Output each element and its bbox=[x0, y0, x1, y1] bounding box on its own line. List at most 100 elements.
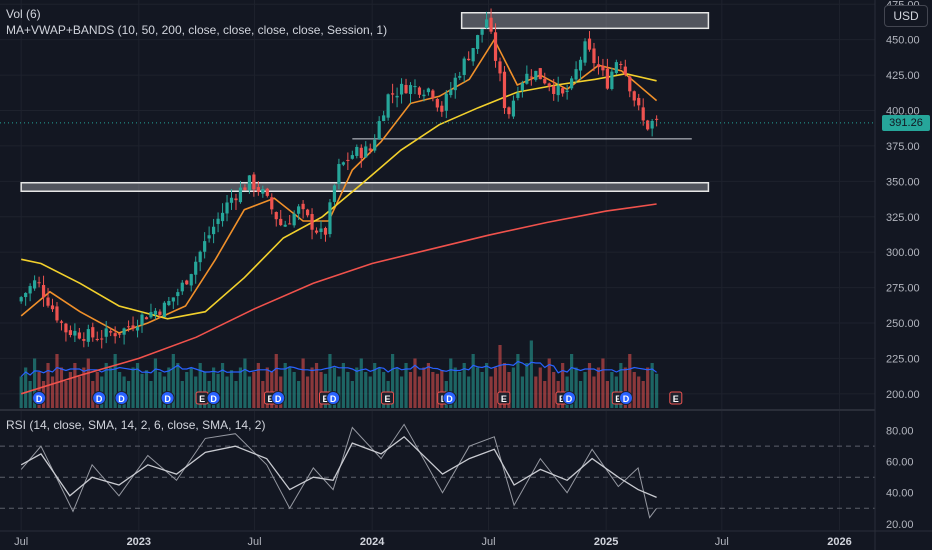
volume-bar bbox=[453, 367, 457, 408]
candle-body bbox=[238, 187, 243, 203]
volume-bar bbox=[471, 354, 475, 408]
volume-bar bbox=[305, 376, 310, 408]
candle-body bbox=[261, 189, 265, 194]
volume-bar bbox=[507, 372, 511, 408]
earnings-marker: E bbox=[380, 391, 394, 405]
dividend-marker-circle bbox=[618, 391, 633, 405]
candle-body bbox=[529, 76, 533, 78]
dividend-marker: D bbox=[271, 391, 286, 405]
volume-bar bbox=[77, 376, 81, 408]
volume-bar bbox=[525, 363, 529, 408]
earnings-markers[interactable]: DDDDEDEDEDEEDEEDEDE bbox=[32, 391, 683, 405]
volume-bar bbox=[422, 367, 426, 408]
candle-body bbox=[243, 187, 247, 191]
candle-body bbox=[471, 47, 475, 62]
dividend-marker: D bbox=[32, 391, 47, 405]
candle-body bbox=[203, 241, 207, 252]
dividend-marker-circle bbox=[114, 391, 129, 405]
candle-body bbox=[194, 261, 198, 275]
candle-body bbox=[413, 86, 417, 88]
candle-body bbox=[547, 83, 551, 87]
rsi-tick-label: 40.00 bbox=[886, 488, 914, 500]
candle-body bbox=[543, 78, 547, 84]
volume-bar bbox=[605, 381, 610, 408]
marker-label: E bbox=[673, 394, 679, 404]
dividend-marker: D bbox=[114, 391, 129, 405]
volume-legend[interactable]: Vol (6) bbox=[6, 7, 41, 21]
volume-bar bbox=[73, 363, 77, 408]
volume-bar bbox=[113, 354, 117, 408]
marker-label: D bbox=[164, 394, 171, 404]
earnings-marker-box bbox=[497, 391, 511, 405]
volume-bar bbox=[467, 376, 471, 408]
time-tick-label: 2026 bbox=[827, 536, 851, 548]
candle-body bbox=[149, 312, 153, 318]
price-tick-label: 425.00 bbox=[886, 70, 920, 82]
volume-bar bbox=[498, 345, 502, 408]
volume-bar bbox=[355, 367, 359, 408]
time-axis[interactable]: Jul 2023 Jul 2024 Jul 2025 Jul 2026 bbox=[0, 530, 932, 548]
volume-bar bbox=[435, 373, 439, 408]
candle-body bbox=[646, 120, 650, 130]
candle-body bbox=[50, 305, 55, 310]
rsi-legend[interactable]: RSI (14, close, SMA, 14, 2, 6, close, SM… bbox=[6, 418, 266, 432]
candle-body bbox=[247, 175, 252, 191]
rsi-tick-label: 20.00 bbox=[886, 519, 914, 531]
candle-body bbox=[207, 235, 211, 239]
volume-bar bbox=[50, 376, 55, 408]
candle-body bbox=[431, 90, 435, 99]
candle-body bbox=[292, 213, 296, 226]
dividend-marker: D bbox=[562, 391, 577, 405]
candle-body bbox=[144, 317, 149, 320]
volume-bar bbox=[292, 372, 296, 408]
grid-lines bbox=[0, 0, 875, 530]
volume-bar bbox=[368, 376, 372, 408]
candle-body bbox=[33, 280, 37, 289]
volume-bar bbox=[583, 372, 587, 408]
price-axis[interactable]: 475.00450.00425.00400.00375.00350.00325.… bbox=[874, 0, 920, 550]
marker-label: D bbox=[566, 394, 573, 404]
volume-bar bbox=[55, 354, 59, 408]
time-tick-label: 2024 bbox=[360, 536, 385, 548]
volume-bar bbox=[243, 358, 247, 408]
volume-bar bbox=[180, 381, 184, 408]
price-tick-label: 250.00 bbox=[886, 318, 920, 330]
candle-body bbox=[297, 206, 301, 214]
volume-bar bbox=[476, 367, 480, 408]
candle-body bbox=[511, 100, 516, 117]
currency-button[interactable]: USD bbox=[884, 5, 928, 27]
candle-body bbox=[140, 314, 144, 325]
candle-body bbox=[404, 84, 408, 94]
earnings-marker-box bbox=[380, 391, 394, 405]
candle-body bbox=[24, 292, 28, 298]
volume-bar bbox=[323, 373, 328, 408]
volume-bar bbox=[619, 363, 623, 408]
candle-body bbox=[337, 164, 341, 185]
candle-body bbox=[489, 17, 493, 32]
price-tick-label: 200.00 bbox=[886, 389, 920, 401]
volume-bar bbox=[547, 358, 551, 408]
candle-body bbox=[614, 62, 618, 73]
rsi-ma-line bbox=[20, 435, 657, 498]
marker-label: E bbox=[322, 394, 328, 404]
candle-body bbox=[619, 63, 623, 65]
volume-bar bbox=[220, 363, 225, 408]
volume-bar bbox=[449, 358, 453, 408]
candle-body bbox=[180, 282, 184, 292]
candle-body bbox=[587, 38, 592, 50]
time-tick-label: 2023 bbox=[127, 536, 151, 548]
candle-body bbox=[234, 198, 238, 201]
dividend-marker: D bbox=[618, 391, 633, 405]
volume-bar bbox=[189, 367, 193, 408]
volume-bar bbox=[337, 376, 341, 408]
zone-boxes[interactable] bbox=[20, 12, 710, 192]
candle-body bbox=[516, 92, 520, 98]
volume-bar bbox=[270, 372, 274, 408]
ma-legend[interactable]: MA+VWAP+BANDS (10, 50, 200, close, close… bbox=[6, 23, 388, 37]
candle-body bbox=[59, 321, 64, 323]
time-tick-label: Jul bbox=[14, 536, 28, 548]
candle-body bbox=[480, 29, 484, 35]
volume-bar bbox=[256, 363, 260, 408]
volume-bar bbox=[646, 367, 650, 408]
